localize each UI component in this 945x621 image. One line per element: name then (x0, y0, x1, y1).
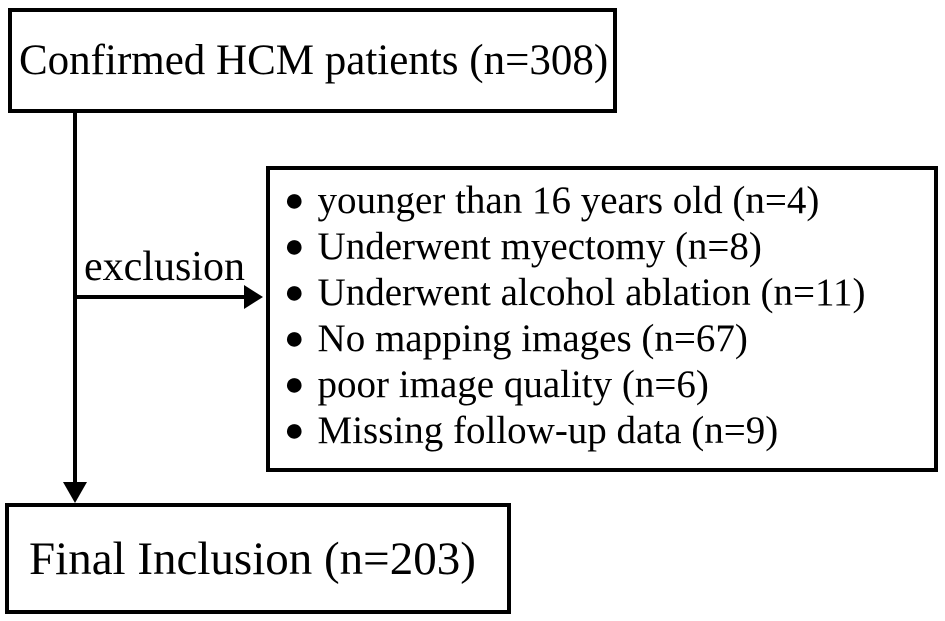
confirmed-patients-label: Confirmed HCM patients (n=308) (19, 37, 609, 84)
exclusion-item-text: Underwent alcohol ablation (n=11) (317, 271, 866, 314)
bullet-icon: ● (284, 228, 305, 265)
exclusion-item-text: Underwent myectomy (n=8) (317, 225, 762, 268)
exclusion-criteria-list: ● younger than 16 years old (n=4) ● Unde… (284, 178, 866, 454)
exclusion-connector-line (73, 295, 245, 299)
right-arrowhead-icon (244, 285, 263, 309)
bullet-icon: ● (284, 274, 305, 311)
confirmed-patients-box: Confirmed HCM patients (n=308) (8, 8, 617, 113)
bullet-icon: ● (284, 182, 305, 219)
list-item: ● Underwent myectomy (n=8) (284, 224, 866, 270)
exclusion-item-text: Missing follow-up data (n=9) (317, 409, 779, 452)
list-item: ● Missing follow-up data (n=9) (284, 408, 866, 454)
exclusion-item-text: younger than 16 years old (n=4) (317, 179, 820, 222)
final-inclusion-box: Final Inclusion (n=203) (5, 503, 511, 614)
list-item: ● younger than 16 years old (n=4) (284, 178, 866, 224)
exclusion-criteria-box: ● younger than 16 years old (n=4) ● Unde… (266, 166, 938, 472)
down-arrowhead-icon (63, 482, 87, 503)
bullet-icon: ● (284, 366, 305, 403)
bullet-icon: ● (284, 412, 305, 449)
final-inclusion-label: Final Inclusion (n=203) (29, 532, 476, 585)
bullet-icon: ● (284, 320, 305, 357)
list-item: ● Underwent alcohol ablation (n=11) (284, 270, 866, 316)
exclusion-arrow-label: exclusion (84, 244, 245, 290)
list-item: ● poor image quality (n=6) (284, 362, 866, 408)
list-item: ● No mapping images (n=67) (284, 316, 866, 362)
exclusion-item-text: No mapping images (n=67) (317, 317, 748, 360)
exclusion-item-text: poor image quality (n=6) (317, 363, 709, 406)
